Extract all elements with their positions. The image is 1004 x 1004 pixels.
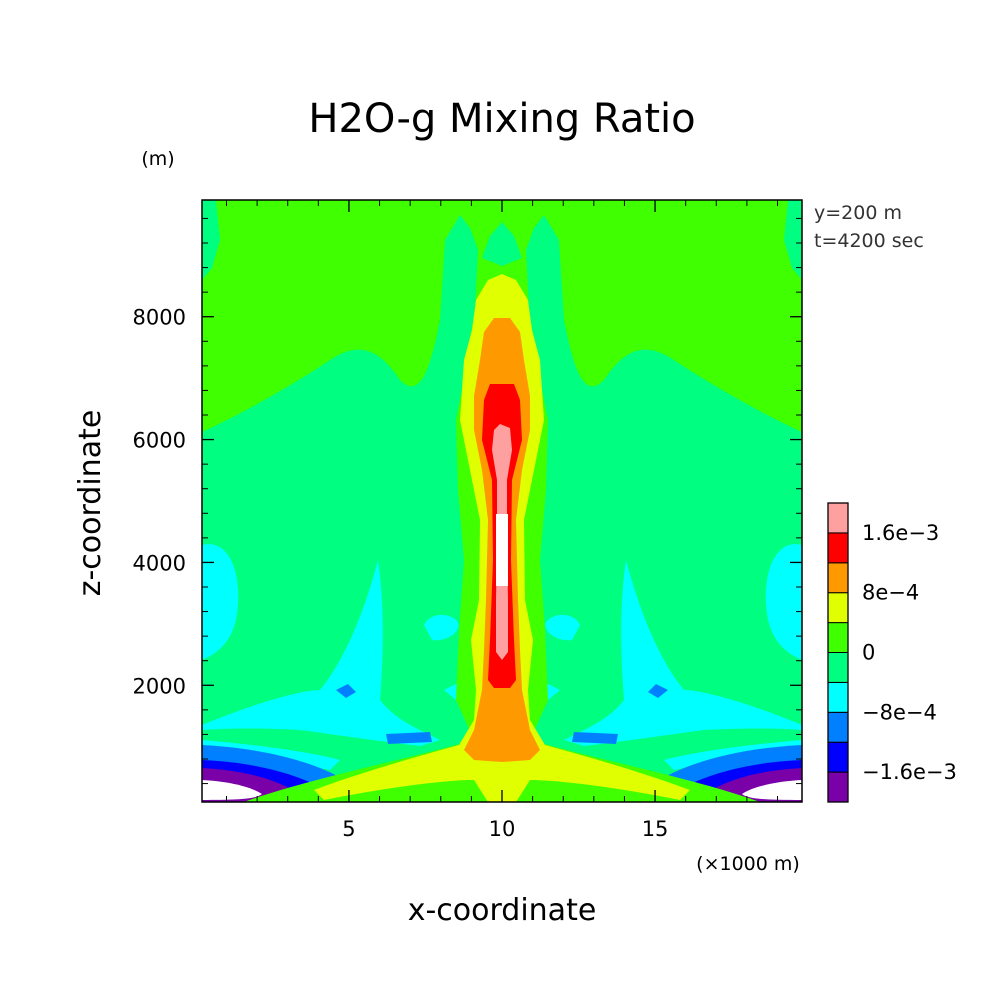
y-unit-label: (m)	[141, 148, 174, 170]
colorbar-frame	[827, 502, 849, 803]
colorbar-swatch	[827, 592, 849, 624]
x-tick-label: 15	[642, 817, 669, 841]
chart-title: H2O-g Mixing Ratio	[308, 96, 695, 142]
y-tick-label: 6000	[133, 429, 186, 453]
colorbar-swatch	[827, 771, 849, 803]
colorbar-label: −1.6e−3	[862, 760, 957, 784]
colorbar-label: 0	[862, 641, 875, 665]
x-axis-label: x-coordinate	[408, 893, 597, 928]
colorbar-labels: −1.6e−3 −8e−4 0 8e−4 1.6e−3	[862, 521, 957, 784]
x-tick-label: 5	[342, 817, 355, 841]
x-unit-label: (×1000 m)	[696, 853, 800, 875]
y-axis-label: z-coordinate	[73, 410, 108, 597]
y-tick-labels: 2000 4000 6000 8000	[133, 306, 186, 699]
colorbar-swatch	[827, 622, 849, 653]
band-white-bottom-left	[202, 780, 262, 800]
colorbar-label: 1.6e−3	[862, 521, 939, 545]
colorbar-swatch	[827, 711, 849, 743]
colorbar-swatch	[827, 741, 849, 773]
colorbar-swatch	[827, 652, 849, 683]
band-blue-blob-left	[336, 684, 356, 698]
colorbar-label: 8e−4	[862, 581, 919, 605]
band-green-corner-left	[202, 200, 220, 280]
colorbar-swatch	[827, 562, 849, 594]
band-cyan-left-plume	[202, 560, 440, 746]
colorbar-swatch	[827, 681, 849, 713]
band-blue-strip-right	[572, 732, 618, 744]
y-tick-label: 8000	[133, 306, 186, 330]
contour-field	[202, 200, 802, 802]
band-white-bottom-right	[742, 780, 802, 800]
band-green-corner-right	[784, 200, 802, 280]
colorbar	[827, 502, 849, 803]
colorbar-swatch	[827, 502, 849, 534]
x-tick-labels: 5 10 15	[342, 817, 668, 841]
band-cyan-small-left	[424, 614, 459, 641]
band-blue-blob-right	[648, 684, 668, 698]
colorbar-label: −8e−4	[862, 700, 937, 724]
y-tick-label: 2000	[133, 674, 186, 698]
band-white-core	[496, 514, 508, 586]
axis-ticks	[202, 200, 802, 802]
band-cyan-left	[202, 544, 239, 660]
band-cyan-right	[765, 544, 802, 660]
band-cyan-right-plume	[564, 560, 802, 746]
band-green-top-cell	[482, 222, 522, 266]
x-tick-label: 10	[489, 817, 516, 841]
annotation-t: t=4200 sec	[814, 230, 924, 252]
band-blue-strip-left	[386, 732, 432, 744]
annotation-y: y=200 m	[814, 202, 902, 224]
band-cyan-small-right	[545, 614, 580, 641]
colorbar-swatch	[827, 532, 849, 564]
y-tick-label: 4000	[133, 551, 186, 575]
